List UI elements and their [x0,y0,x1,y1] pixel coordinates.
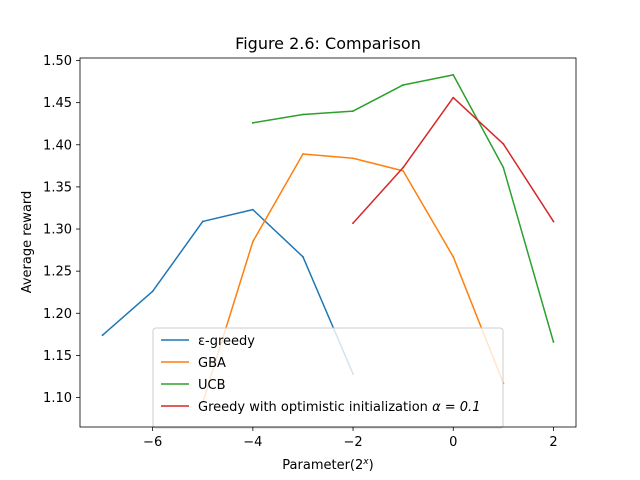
y-axis: 1.10 1.15 1.20 1.25 1.30 1.35 1.40 1.45 1.50 [43,54,80,406]
y-tick-label-8: 1.50 [43,54,72,69]
y-tick-label-3: 1.25 [43,265,72,280]
series-3-point-1 [402,166,405,169]
series-0-point-0 [101,334,104,337]
x-tick-label-1: −4 [243,435,262,450]
y-tick-label-0: 1.10 [43,391,72,406]
series-line-0 [101,208,355,375]
x-tick-label-0: −6 [143,435,162,450]
series-2-point-5 [502,166,505,169]
x-tick-label-2: −2 [343,435,362,450]
series-0-point-1 [151,290,154,293]
x-axis-title-superscript: x [362,457,369,467]
x-tick-label-3: 0 [449,435,457,450]
y-tick-label-2: 1.20 [43,307,72,322]
series-1-point-3 [352,157,354,160]
series-3-point-3 [502,143,505,145]
series-3-point-4 [552,220,555,223]
series-2-point-2 [352,110,354,112]
series-2-point-0 [251,121,254,124]
y-tick-label-7: 1.45 [43,96,72,111]
legend-label-3: Greedy with optimistic initialization α … [198,400,480,415]
legend-label-2: UCB [198,378,226,393]
series-2-point-1 [302,113,304,116]
x-tick-label-4: 2 [549,435,557,450]
y-tick-label-1: 1.15 [43,349,72,364]
plot-frame [79,57,577,428]
y-tick-label-6: 1.40 [43,138,72,153]
x-axis-title-close: ) [369,458,374,473]
series-1-point-1 [251,240,254,243]
series-0-point-2 [201,220,204,223]
x-axis-title: Parameter(2x) [282,457,373,473]
legend-label-1: GBA [198,356,226,371]
series-3-point-2 [452,96,455,99]
x-axis-title-text: Parameter(2 [282,458,363,473]
series-3-point-0 [352,222,354,225]
series-1-point-4 [402,169,405,172]
legend-label-0: ε-greedy [198,334,255,349]
series-1-point-5 [452,255,455,258]
series-2-point-3 [402,84,405,86]
chart-title: Figure 2.6: Comparison [235,34,421,53]
y-tick-label-4: 1.30 [43,223,72,238]
legend: ε-greedy GBA UCB Greedy with optimistic ini… [152,327,504,429]
y-tick-label-5: 1.35 [43,180,72,195]
x-axis: −6 −4 −2 0 2 [143,427,558,450]
series-0-point-4 [302,255,304,258]
legend-box [152,327,504,429]
series-1-point-2 [302,153,304,155]
y-axis-title: Average reward [20,191,35,294]
series-2-point-6 [552,341,555,343]
series-2-point-4 [452,73,455,76]
plot-lines [101,73,555,404]
series-0-point-3 [251,208,254,211]
